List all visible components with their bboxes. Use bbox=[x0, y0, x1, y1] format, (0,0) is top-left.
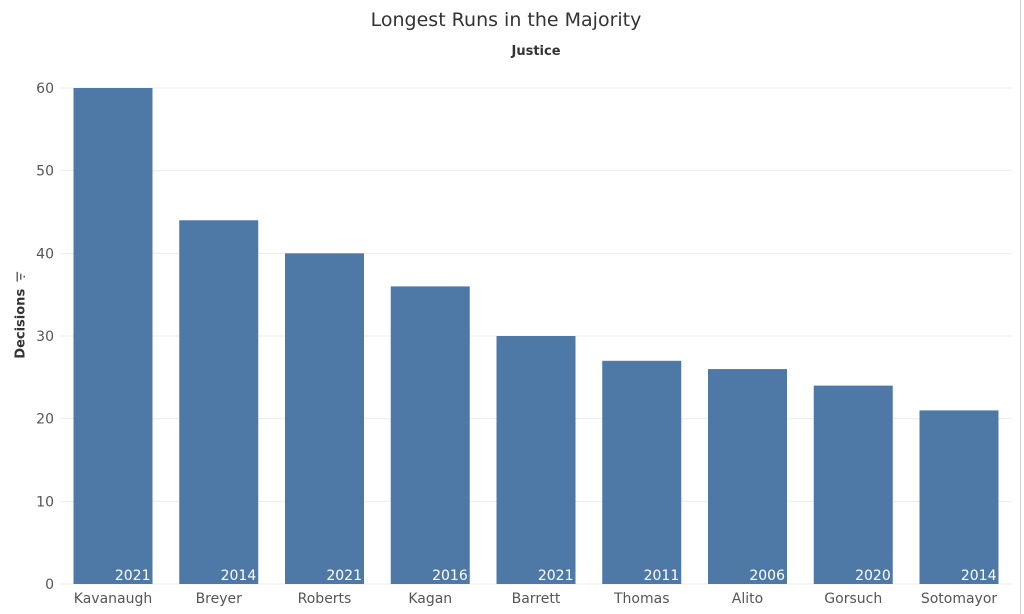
x-tick-label: Sotomayor bbox=[921, 591, 998, 607]
x-tick-label: Breyer bbox=[196, 591, 243, 607]
x-tick-label: Roberts bbox=[298, 591, 352, 607]
data-label: 2014 bbox=[221, 568, 257, 584]
y-tick-label: 40 bbox=[36, 246, 54, 262]
sort-descending-icon[interactable] bbox=[16, 271, 26, 282]
bar-thomas[interactable] bbox=[602, 360, 682, 584]
x-tick-label: Gorsuch bbox=[824, 591, 882, 607]
x-tick-label: Kavanaugh bbox=[74, 591, 152, 607]
data-label: 2006 bbox=[749, 568, 785, 584]
y-tick-label: 50 bbox=[36, 164, 54, 180]
y-tick-label: 20 bbox=[36, 412, 54, 428]
bar-kagan[interactable] bbox=[390, 286, 470, 584]
bar-barrett[interactable] bbox=[496, 336, 576, 584]
y-axis-title: Decisions bbox=[14, 271, 29, 359]
data-label: 2016 bbox=[432, 568, 468, 584]
y-tick-label: 30 bbox=[36, 329, 54, 345]
bar-roberts[interactable] bbox=[285, 253, 364, 585]
x-axis-header: Justice bbox=[511, 44, 561, 59]
bar-breyer[interactable] bbox=[179, 220, 259, 584]
data-label: 2021 bbox=[538, 568, 574, 584]
y-axis-ticks: 0 10 20 30 40 50 60 bbox=[36, 81, 54, 593]
data-label: 2021 bbox=[326, 568, 362, 584]
y-tick-label: 0 bbox=[45, 577, 54, 593]
data-label: 2021 bbox=[115, 568, 151, 584]
bar-kavanaugh[interactable] bbox=[73, 88, 153, 584]
x-tick-label: Barrett bbox=[512, 591, 561, 607]
data-label: 2011 bbox=[644, 568, 680, 584]
x-tick-label: Alito bbox=[732, 591, 763, 607]
y-tick-label: 60 bbox=[36, 81, 54, 97]
data-label: 2014 bbox=[961, 568, 997, 584]
y-tick-label: 10 bbox=[36, 494, 54, 510]
data-label: 2020 bbox=[855, 568, 891, 584]
x-axis-ticks: Kavanaugh Breyer Roberts Kagan Barrett Thomas… bbox=[74, 591, 998, 607]
pane-border bbox=[1020, 0, 1021, 614]
bar-sotomayor[interactable] bbox=[919, 410, 999, 584]
x-tick-label: Thomas bbox=[613, 591, 670, 607]
bars: 2021 2014 2021 2016 2021 2011 2006 2020 2014 bbox=[73, 88, 999, 585]
x-tick-label: Kagan bbox=[408, 591, 452, 607]
bar-alito[interactable] bbox=[708, 369, 787, 584]
chart-title: Longest Runs in the Majority bbox=[370, 9, 642, 31]
bar-gorsuch[interactable] bbox=[813, 385, 893, 584]
